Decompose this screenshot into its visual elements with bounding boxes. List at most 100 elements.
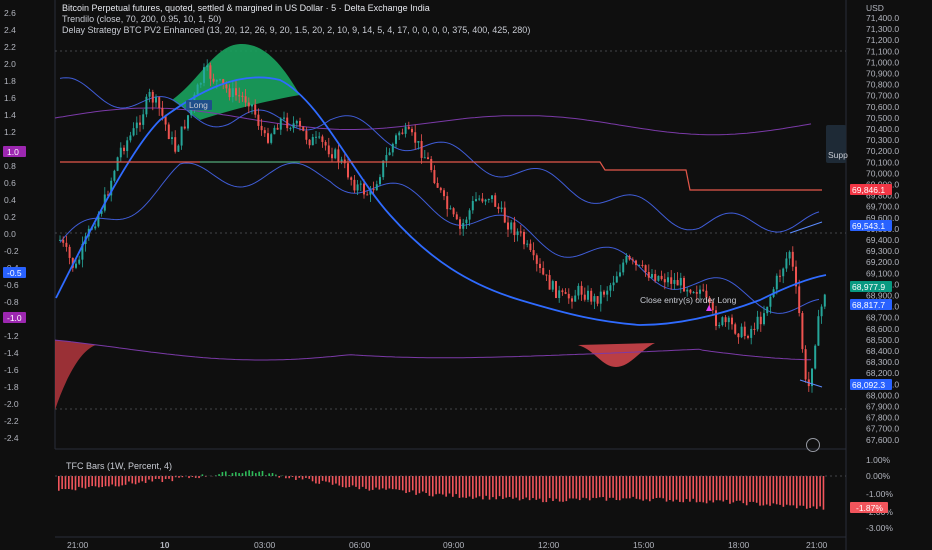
candle-body — [212, 78, 215, 82]
candle-body — [631, 259, 634, 261]
indicator-trendilo-legend[interactable]: Trendilo (close, 70, 200, 0.95, 10, 1, 5… — [62, 14, 221, 25]
candle-body — [715, 310, 717, 326]
candle-body — [238, 95, 241, 97]
tfc-bar — [291, 476, 294, 477]
envelope-upper-line — [54, 107, 812, 136]
tfc-bar — [618, 476, 621, 501]
candle-body — [94, 226, 97, 229]
candle-body — [564, 292, 567, 294]
osc-tick-label: -2.2 — [4, 416, 19, 426]
tfc-bar — [745, 476, 748, 506]
candle-body — [478, 198, 481, 200]
candle-body — [427, 157, 429, 160]
price-tick-label: 71,300.0 — [866, 24, 899, 34]
indicator-strategy-legend[interactable]: Delay Strategy BTC PV2 Enhanced (13, 20,… — [62, 25, 530, 36]
tfc-bar — [632, 476, 634, 497]
candle-body — [81, 243, 84, 260]
price-tags: 1.0 -0.5 -1.0 69,846.1 69,543.1 68,977.9 68,81… — [3, 146, 892, 513]
tfc-bar — [522, 476, 524, 500]
upper-target-line — [789, 221, 823, 234]
price-tag-bg — [850, 379, 892, 390]
support-box — [826, 125, 846, 163]
tfc-bar — [498, 476, 501, 497]
tfc-bar — [792, 476, 795, 506]
tfc-bar — [228, 475, 230, 476]
close-entry-marker — [706, 305, 712, 311]
price-tag-bg — [850, 220, 892, 231]
tfc-bar — [809, 476, 811, 508]
candle-body — [270, 134, 273, 143]
tfc-bar — [759, 476, 761, 506]
tfc-tick-label: 0.00% — [866, 471, 891, 481]
trend-ma-line — [55, 76, 827, 326]
candle-body — [497, 206, 500, 209]
tfc-bar — [361, 476, 364, 487]
tfc-tick-label: 1.00% — [866, 455, 891, 465]
tfc-bar — [755, 476, 758, 503]
time-tick-label: 21:00 — [806, 540, 828, 550]
candle-body — [327, 145, 330, 155]
price-tick-label: 70,100.0 — [866, 157, 899, 167]
tfc-bar — [168, 476, 170, 479]
tfc-bar — [799, 476, 801, 506]
tfc-bar — [388, 476, 391, 489]
candle-body — [100, 210, 103, 214]
tfc-bar — [608, 476, 611, 498]
price-tick-label: 71,400.0 — [866, 13, 899, 23]
candle-body — [516, 231, 519, 236]
tfc-bar — [649, 476, 651, 502]
tfc-bar — [325, 476, 327, 482]
pane-settings-icon[interactable] — [806, 438, 820, 452]
tfc-bar — [238, 473, 240, 476]
tfc-bar — [565, 476, 568, 502]
tfc-bar — [769, 476, 771, 506]
tfc-bar — [278, 476, 280, 478]
price-tick-label: 68,600.0 — [866, 324, 899, 334]
candle-body — [244, 96, 247, 103]
candle-body — [219, 79, 221, 81]
price-tick-label: 68,500.0 — [866, 335, 899, 345]
candle-body — [350, 177, 353, 180]
candle-body — [225, 84, 228, 89]
time-tick-label: 12:00 — [538, 540, 560, 550]
tfc-bar — [572, 476, 574, 499]
candle-body — [267, 133, 269, 143]
tfc-pane-title[interactable]: TFC Bars (1W, Percent, 4) — [66, 461, 172, 472]
tfc-bar — [134, 476, 137, 485]
stop-level-line — [60, 161, 822, 191]
candle-body — [801, 313, 804, 350]
envelope-lower-line — [54, 339, 812, 361]
candle-body — [747, 335, 749, 338]
tfc-bar — [625, 476, 628, 499]
price-tag-bg — [850, 299, 892, 310]
candle-body — [475, 199, 477, 201]
tfc-bar — [655, 476, 658, 499]
tfc-bar — [121, 476, 124, 486]
tfc-bar — [315, 476, 317, 484]
candle-body — [721, 317, 724, 326]
tfc-pane-label: TFC Bars (1W, Percent, 4) — [66, 461, 173, 471]
left-axis-tag-label: -0.5 — [7, 268, 22, 278]
left-axis-tag-label: 1.0 — [7, 147, 19, 157]
tfc-bar — [685, 476, 688, 500]
candle-body — [180, 126, 183, 146]
price-tick-label: 69,300.0 — [866, 246, 899, 256]
candle-body — [353, 179, 356, 191]
candle-body — [587, 290, 589, 300]
candle-body — [756, 316, 759, 330]
tfc-bar — [88, 476, 90, 487]
tfc-bar — [198, 476, 200, 479]
candle-body — [59, 239, 61, 241]
tfc-bar — [588, 476, 591, 501]
tfc-bar — [508, 476, 511, 497]
price-tick-label: 70,600.0 — [866, 102, 899, 112]
osc-tick-label: -1.4 — [4, 348, 19, 358]
bollinger-lower-line — [59, 162, 820, 314]
tfc-bar — [699, 476, 701, 502]
candle-body — [119, 147, 122, 158]
candle-body — [468, 210, 471, 220]
candle-body — [401, 132, 404, 134]
candle-body — [423, 157, 426, 159]
candle-body — [510, 222, 513, 230]
